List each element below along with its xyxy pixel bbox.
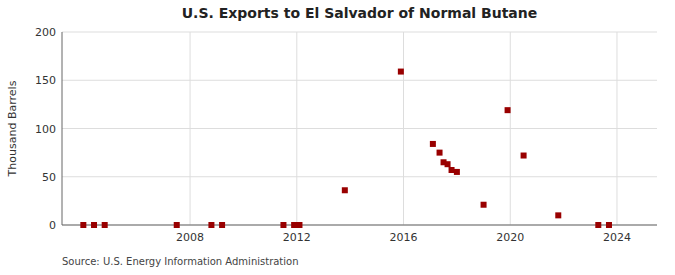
point (521, 153, 527, 159)
point (445, 161, 451, 167)
x-tick-label: 2008 (176, 231, 204, 244)
grid-line-y (62, 128, 657, 129)
grid (62, 32, 657, 225)
grid-line-y (62, 80, 657, 81)
source: Source: U.S. Energy Information Administ… (62, 256, 299, 267)
point (430, 141, 436, 147)
point (505, 107, 511, 113)
y-tick-label: 50 (42, 171, 56, 184)
x-axis-line (62, 225, 657, 226)
grid-line-x (296, 32, 297, 225)
point (595, 222, 601, 228)
x-tick-label: 2016 (390, 231, 418, 244)
grid-line-x (616, 32, 617, 225)
point (449, 167, 455, 173)
point (606, 222, 612, 228)
y-tick-label: 0 (49, 219, 56, 232)
point (219, 222, 225, 228)
point (454, 169, 460, 175)
y-tick-label: 150 (35, 74, 56, 87)
point (291, 222, 297, 228)
point (280, 222, 286, 228)
point (342, 187, 348, 193)
point (80, 222, 86, 228)
points (80, 69, 612, 228)
y-axis-line (62, 32, 63, 225)
x-tick-label: 2012 (283, 231, 311, 244)
ticks: 0 50 100 150 200 2008 2012 2016 2020 2024 (35, 26, 631, 244)
title: U.S. Exports to El Salvador of Normal Bu… (182, 5, 538, 21)
grid-line-y (62, 176, 657, 177)
point (91, 222, 97, 228)
y-tick-label: 100 (35, 123, 56, 136)
x-tick-label: 2020 (496, 231, 524, 244)
point (296, 222, 302, 228)
point (174, 222, 180, 228)
grid-line-y (62, 225, 657, 226)
point (398, 69, 404, 75)
point (481, 202, 487, 208)
point (208, 222, 214, 228)
chart: U.S. Exports to El Salvador of Normal Bu… (0, 0, 675, 275)
chart-container: U.S. Exports to El Salvador of Normal Bu… (0, 0, 675, 275)
grid-line-x (510, 32, 511, 225)
grid-line-x (403, 32, 404, 225)
grid-line-x (190, 32, 191, 225)
grid-line-y (62, 32, 657, 33)
y-tick-label: 200 (35, 26, 56, 39)
page: {"chart_data": { "type": "scatter", "tit… (0, 0, 675, 275)
point (102, 222, 108, 228)
y-axis-label: Thousand Barrels (6, 80, 19, 177)
x-tick-label: 2024 (603, 231, 631, 244)
point (555, 212, 561, 218)
point (437, 150, 443, 156)
